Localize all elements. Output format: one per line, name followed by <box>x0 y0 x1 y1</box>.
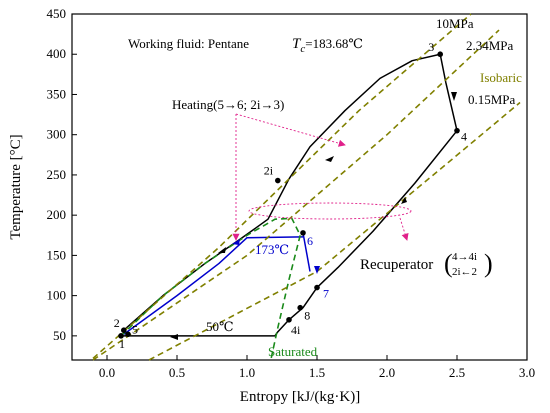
pressure-low-label: 0.15MPa <box>468 92 516 107</box>
x-tick-label-3: 1.5 <box>309 365 325 380</box>
series-line-5 <box>123 236 304 335</box>
state-point-label-4: 3 <box>428 40 434 54</box>
heating-pointer-2 <box>235 113 346 147</box>
series-line-3 <box>288 287 318 321</box>
state-point-label-7: 7 <box>323 287 329 301</box>
y-tick-label-3: 200 <box>47 207 67 222</box>
tc-value: =183.68℃ <box>305 36 363 51</box>
arrow-heating-upper <box>325 156 334 162</box>
recuperator-top: 4→4i <box>452 251 477 263</box>
arrow-blue-exp <box>314 266 320 274</box>
tc-symbol: T <box>292 36 302 52</box>
y-tick-label-1: 100 <box>47 288 67 303</box>
recuperator-bottom: 2i←2 <box>452 266 477 278</box>
fluid-label: Working fluid: Pentane <box>128 36 249 51</box>
state-point-label-3: 2i <box>264 164 274 178</box>
state-point-label-8: 8 <box>304 309 310 323</box>
state-point-4 <box>437 51 444 58</box>
state-point-1 <box>121 327 127 334</box>
y-tick-label-5: 300 <box>47 127 67 142</box>
arrow-expansion <box>451 92 457 101</box>
state-point-label-0: 1 <box>119 337 125 351</box>
pressure-high-label: 10MPa <box>436 16 474 31</box>
state-point-7 <box>314 284 320 291</box>
ticks-layer: 0.0 0.5 1.0 1.5 2.0 2.5 3.05010015020025030035… <box>47 6 536 380</box>
series-line-6 <box>302 232 311 272</box>
series-line-8 <box>270 235 301 361</box>
y-tick-label-2: 150 <box>47 247 67 262</box>
x-tick-label-6: 3.0 <box>519 365 535 380</box>
recuperator-label: Recuperator <box>360 257 433 273</box>
x-tick-label-4: 2.0 <box>379 365 395 380</box>
x-tick-label-5: 2.5 <box>449 365 465 380</box>
state-point-9 <box>286 316 292 323</box>
series-line-9 <box>92 13 472 359</box>
recuperator-pointer <box>399 217 409 241</box>
series-line-11 <box>148 101 521 361</box>
arrow-condense <box>170 334 178 340</box>
x-tick-label-0: 0.0 <box>99 365 115 380</box>
series-line-1 <box>439 54 458 131</box>
x-axis-label: Entropy [kJ/(kg·K)] <box>240 389 360 405</box>
arrow-heating-lower <box>218 247 226 253</box>
series-line-2 <box>316 130 458 289</box>
series-line-4 <box>121 319 290 337</box>
recuperator-bracket-left: ( <box>444 249 453 278</box>
saturated-label: Saturated <box>268 344 318 359</box>
y-tick-label-4: 250 <box>47 167 67 182</box>
heating-label: Heating(5→6; 2i→3) <box>172 97 284 112</box>
state-point-2 <box>125 331 131 338</box>
recuperator-bracket-right: ) <box>484 249 493 278</box>
series-line-10 <box>92 29 500 361</box>
x-tick-label-2: 1.0 <box>239 365 255 380</box>
state-point-label-1: 2 <box>114 316 120 330</box>
pressure-mid-label: 2.34MPa <box>466 38 514 53</box>
arrow-blue-heat <box>232 239 240 245</box>
state-point-label-5: 4 <box>461 130 467 144</box>
plot-frame <box>71 13 528 361</box>
state-point-label-9: 4i <box>291 323 301 337</box>
y-tick-label-8: 450 <box>47 6 67 21</box>
state-point-3 <box>275 177 281 184</box>
y-tick-label-6: 350 <box>47 86 67 101</box>
y-tick-label-7: 400 <box>47 46 67 61</box>
temp-50-label: 50℃ <box>206 319 234 334</box>
state-point-label-6: 6 <box>307 234 313 248</box>
x-tick-label-1: 0.5 <box>169 365 185 380</box>
state-point-0 <box>118 333 124 339</box>
arrow-cooling <box>401 197 407 204</box>
tc-subscript: c <box>300 43 305 55</box>
state-point-8 <box>297 304 304 311</box>
state-point-5 <box>454 127 460 134</box>
tc-label: Tc=183.68℃ <box>292 36 363 55</box>
state-point-label-2: 5 <box>132 322 138 336</box>
y-tick-label-0: 50 <box>53 328 66 343</box>
temp-173-label: 173℃ <box>255 242 289 257</box>
state-point-6 <box>300 230 306 236</box>
y-axis-label: Temperature [°C] <box>8 134 24 239</box>
recuperator-ellipse <box>248 202 412 220</box>
isobaric-label: Isobaric <box>480 70 522 85</box>
